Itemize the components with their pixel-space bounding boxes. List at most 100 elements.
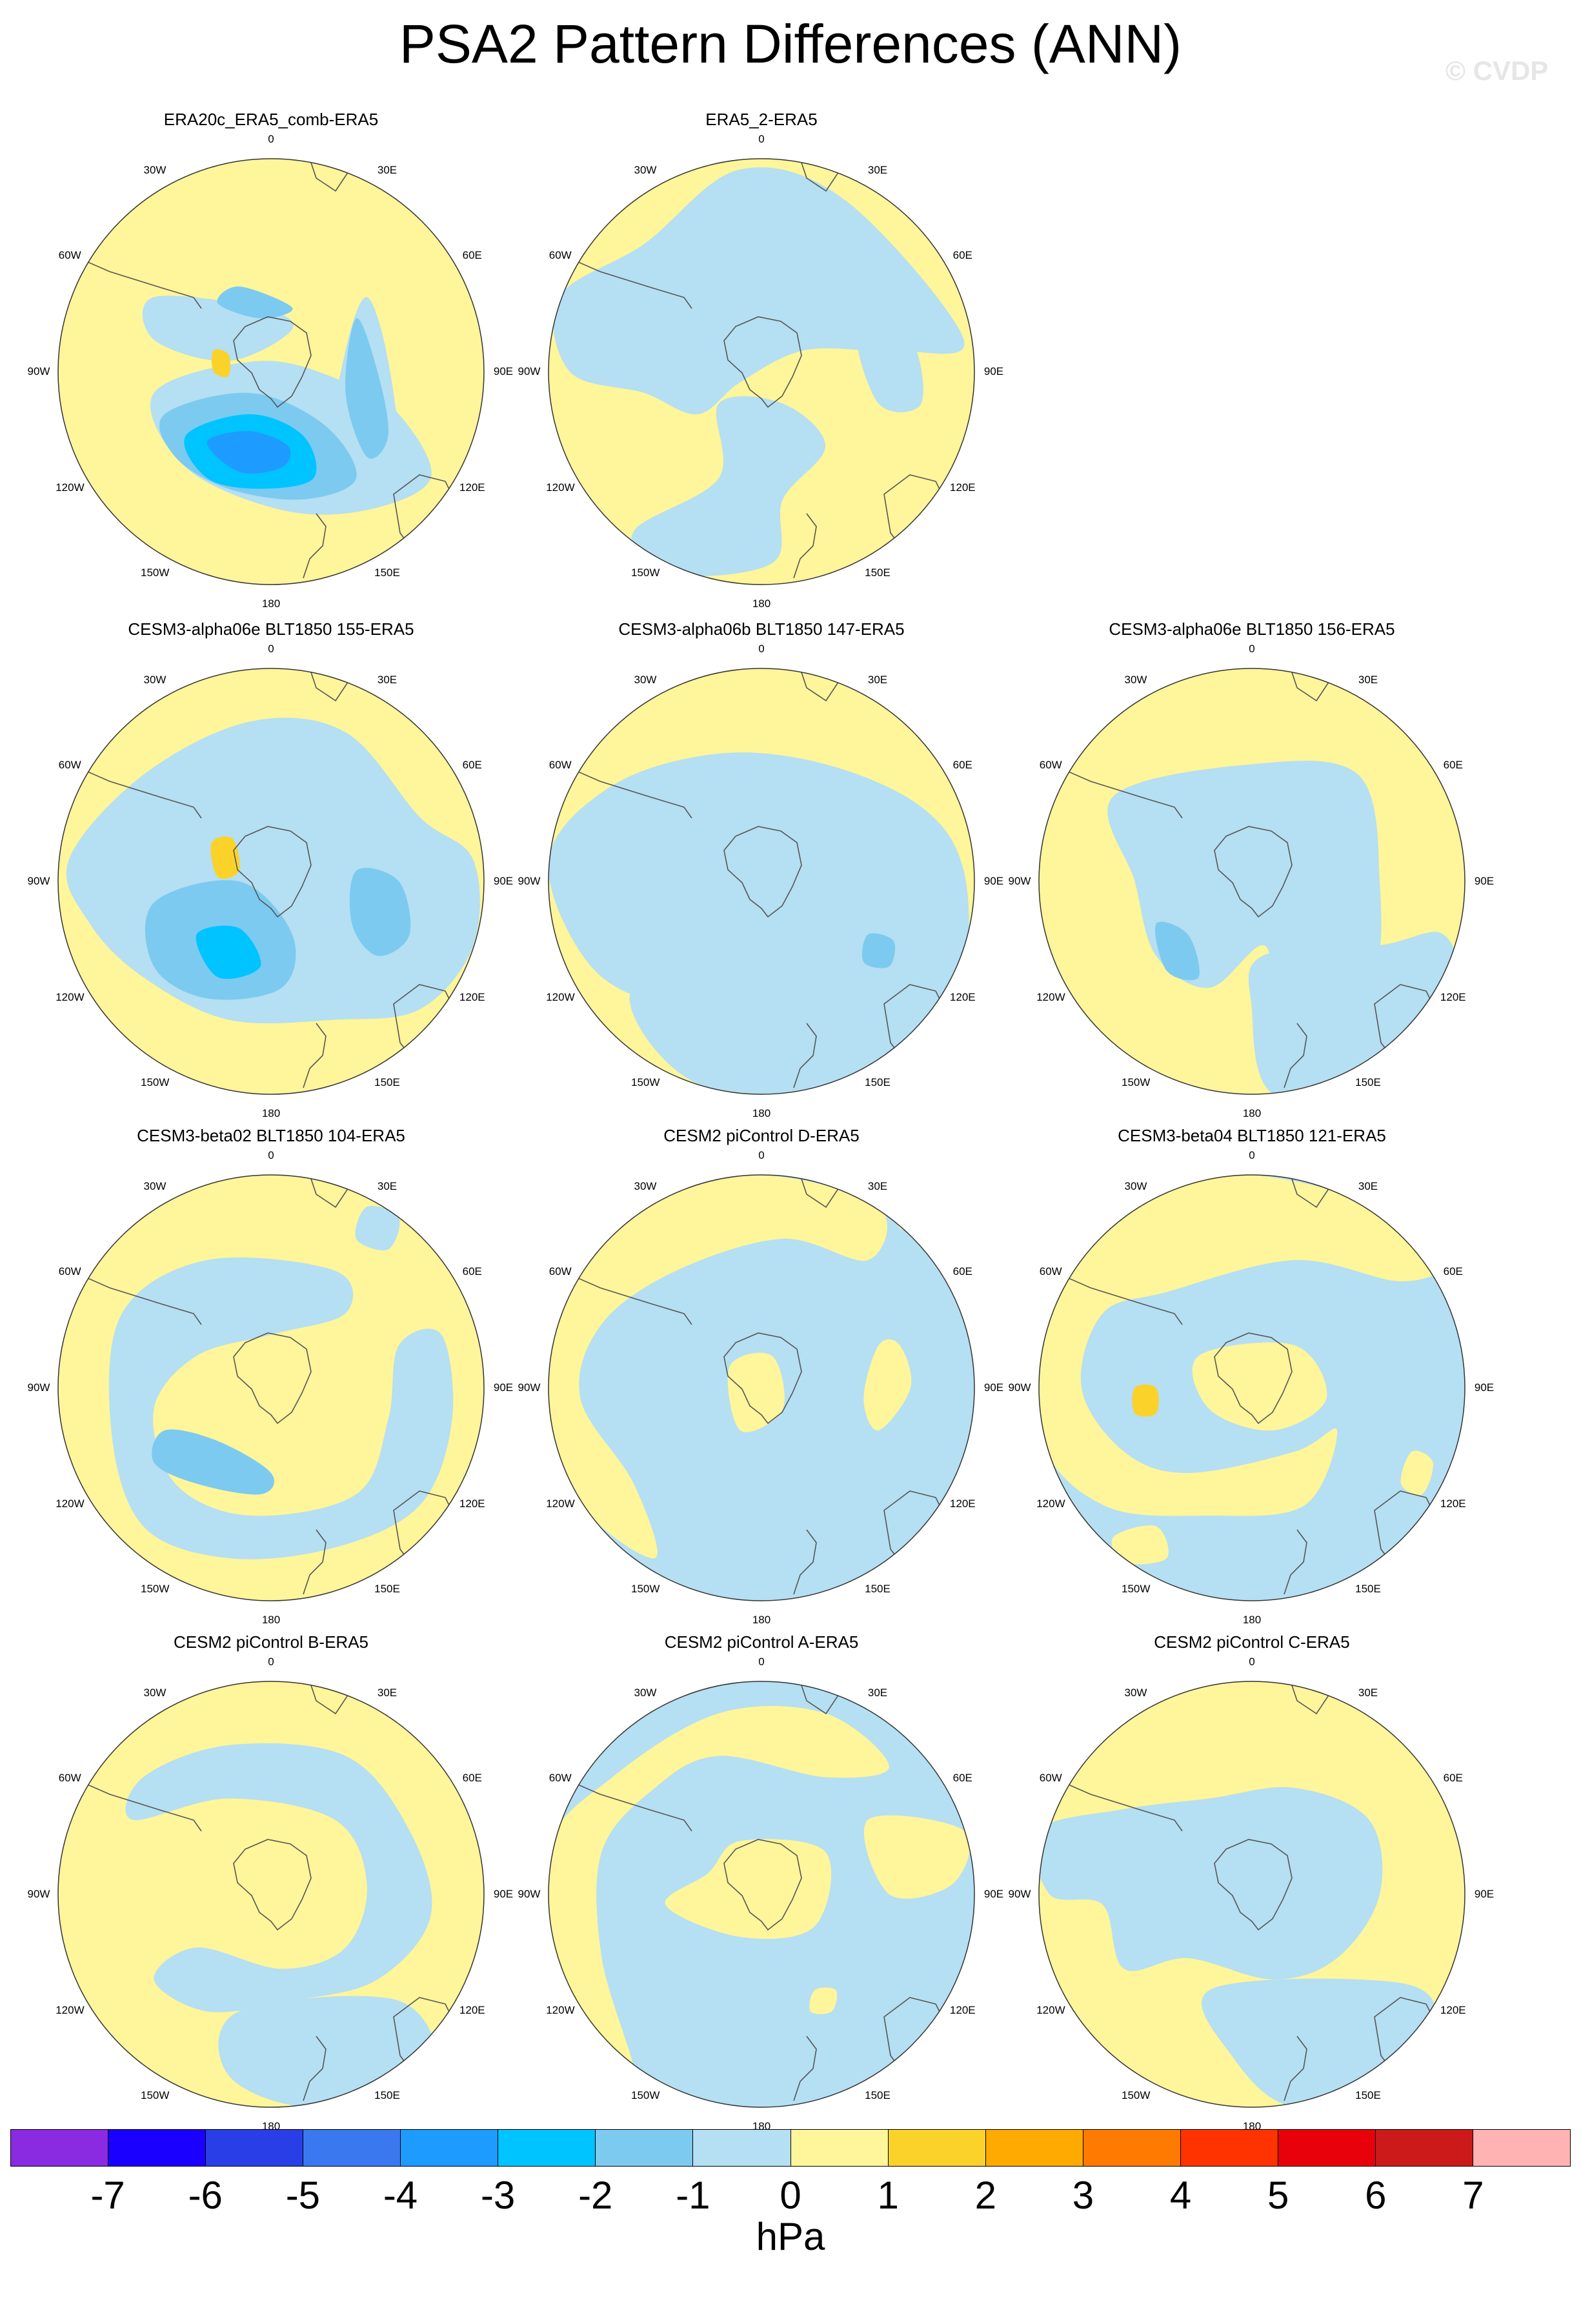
longitude-label: 120E	[1440, 1498, 1466, 1510]
longitude-label: 120E	[459, 1498, 485, 1510]
longitude-label: 150W	[1122, 1076, 1151, 1088]
south-america-coastline	[58, 1265, 202, 1325]
longitude-label: 30W	[1124, 1687, 1147, 1699]
colorbar-unit: hPa	[756, 2215, 825, 2258]
antarctica-coastline	[233, 316, 312, 408]
longitude-label: 180	[261, 1614, 281, 1626]
contour-region	[665, 1839, 832, 1939]
contour-region	[809, 1987, 838, 2014]
colorbar-tick-label: 2	[974, 2174, 996, 2217]
contour-region	[1400, 1450, 1433, 1496]
longitude-label: 30W	[634, 674, 657, 686]
longitude-label: 90W	[518, 365, 541, 377]
antarctica-coastline	[723, 1839, 802, 1931]
contour-region	[175, 772, 317, 882]
contour-region	[727, 1352, 785, 1432]
longitude-label: 30E	[1358, 674, 1378, 686]
longitude-label: 120E	[949, 991, 976, 1003]
longitude-label: 0	[268, 1656, 274, 1668]
panel-title: CESM3-alpha06e BLT1850 156-ERA5	[1109, 619, 1395, 639]
longitude-label: 60W	[58, 1772, 81, 1784]
antarctica-coastline	[233, 1839, 312, 1931]
new-zealand-coastline	[1284, 2036, 1307, 2101]
new-zealand-coastline	[793, 1023, 817, 1088]
south-america-coastline	[549, 1265, 692, 1325]
panel-title: CESM3-beta02 BLT1850 104-ERA5	[137, 1126, 405, 1145]
longitude-label: 120W	[55, 2004, 85, 2016]
colorbar-tick-label: 0	[780, 2174, 801, 2217]
colorbar-tick-label: 5	[1267, 2174, 1289, 2217]
longitude-label: 90W	[27, 875, 50, 887]
colorbar-swatch	[693, 2130, 791, 2166]
map-panel: ERA20c_ERA5_comb-ERA5 0 30E 60E 90E 120E 150E 1…	[28, 110, 514, 610]
antarctica-coastline	[723, 1332, 802, 1425]
longitude-label: 120E	[459, 2004, 485, 2016]
longitude-label: 120W	[55, 1498, 85, 1510]
longitude-label: 30W	[1124, 1180, 1147, 1193]
longitude-label: 0	[268, 133, 274, 145]
longitude-label: 180	[1242, 1614, 1262, 1626]
south-america-coastline	[549, 248, 692, 309]
longitude-label: 120W	[546, 481, 575, 494]
longitude-label: 60E	[1443, 1265, 1463, 1277]
colorbar-tick-label: 1	[877, 2174, 899, 2217]
south-america-coastline	[549, 758, 692, 819]
longitude-label: 120W	[546, 1498, 575, 1510]
colorbar-tick-label: 7	[1462, 2174, 1484, 2217]
colorbar-swatch	[596, 2130, 694, 2166]
longitude-label: 120W	[546, 991, 575, 1003]
longitude-label: 90E	[983, 1888, 1004, 1900]
longitude-label: 30W	[634, 1180, 657, 1193]
colorbar-swatch	[1180, 2130, 1278, 2166]
colorbar	[10, 2129, 1571, 2167]
map-border	[1038, 1681, 1465, 2108]
antarctica-coastline	[233, 1332, 312, 1425]
longitude-label: 90E	[983, 1381, 1004, 1394]
new-zealand-coastline	[1284, 1529, 1307, 1595]
new-zealand-coastline	[1284, 1023, 1307, 1088]
contour-region	[1155, 921, 1200, 981]
map-panel: CESM3-beta02 BLT1850 104-ERA5 0 30E 60E 90E 1…	[28, 1126, 514, 1626]
contour-region	[1192, 1342, 1327, 1431]
colorbar-swatch	[888, 2130, 986, 2166]
antarctica-coastline	[233, 826, 312, 918]
map-panel: CESM3-alpha06e BLT1850 156-ERA5 0 30E 60E 90…	[1009, 619, 1495, 1119]
antarctica-coastline	[1214, 1839, 1293, 1931]
longitude-label: 120W	[546, 2004, 575, 2016]
colorbar-swatch	[108, 2130, 206, 2166]
new-zealand-coastline	[793, 2036, 817, 2101]
polar-map	[57, 1681, 485, 2108]
colorbar-tick-label: 4	[1169, 2174, 1192, 2217]
longitude-label: 0	[1249, 643, 1255, 655]
longitude-label: 150E	[865, 1076, 891, 1088]
antarctica-coastline	[723, 826, 802, 918]
map-panel: CESM3-beta04 BLT1850 121-ERA5 0 30E 60E 90E 1…	[1009, 1126, 1495, 1626]
polar-map	[1038, 668, 1465, 1095]
colorbar-tick-label: -6	[188, 2174, 223, 2217]
contour-region	[863, 1339, 912, 1431]
panel-title: CESM3-alpha06e BLT1850 155-ERA5	[128, 619, 414, 639]
longitude-label: 30E	[867, 1687, 888, 1699]
longitude-label: 120E	[1440, 2004, 1466, 2016]
panel-title: CESM2 piControl D-ERA5	[663, 1126, 860, 1145]
longitude-label: 30W	[1124, 674, 1147, 686]
polar-map	[548, 1174, 975, 1601]
longitude-label: 120W	[1036, 1498, 1065, 1510]
longitude-label: 150W	[141, 1076, 170, 1088]
longitude-label: 30E	[377, 1687, 398, 1699]
longitude-label: 90W	[1008, 1888, 1031, 1900]
longitude-label: 120E	[459, 481, 485, 494]
colorbar-tick-label: -4	[383, 2174, 418, 2217]
longitude-label: 60E	[462, 1265, 482, 1277]
longitude-label: 60E	[1443, 1772, 1463, 1784]
map-border	[57, 1681, 485, 2108]
longitude-label: 90W	[518, 1888, 541, 1900]
contour-region	[549, 1706, 889, 2076]
longitude-label: 90E	[983, 365, 1004, 377]
longitude-label: 90E	[983, 875, 1004, 887]
polar-map	[548, 668, 975, 1095]
south-america-coastline	[1039, 1771, 1183, 1832]
contour-region	[1132, 1385, 1159, 1417]
longitude-label: 30E	[867, 1180, 888, 1193]
map-border	[57, 1174, 485, 1601]
